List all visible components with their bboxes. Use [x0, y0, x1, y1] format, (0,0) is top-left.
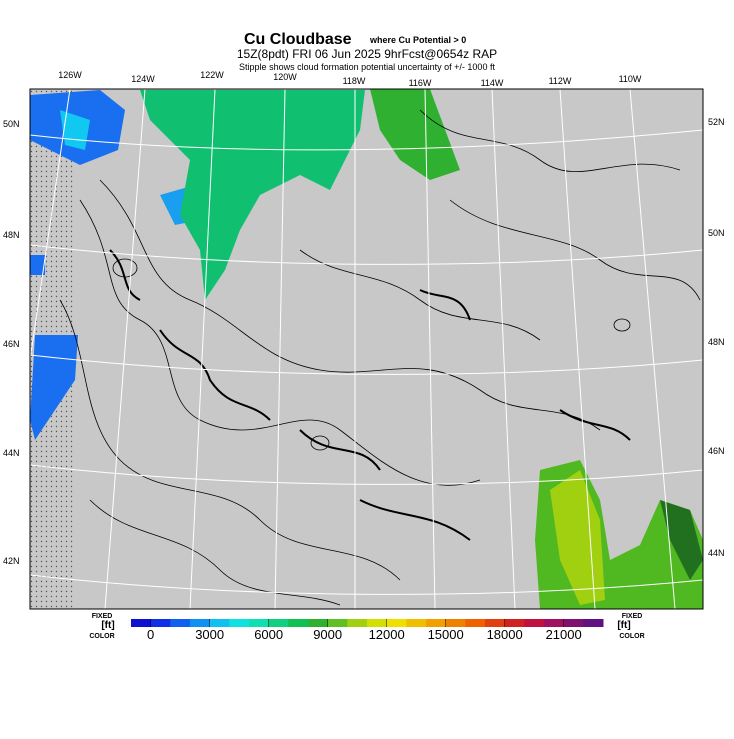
colorbar-swatch — [465, 619, 486, 627]
colorbar-swatch — [485, 619, 506, 627]
colorbar-swatch — [524, 619, 545, 627]
colorbar-tick-label: 21000 — [546, 627, 582, 642]
colorbar-swatch — [406, 619, 427, 627]
colorbar-swatch — [150, 619, 171, 627]
lat-label: 48N — [708, 337, 725, 347]
lat-label: 52N — [708, 117, 725, 127]
colorbar-label: [ft] — [617, 620, 630, 631]
field-dark-green — [660, 500, 703, 580]
lon-label: 118W — [343, 76, 366, 86]
lat-label: 46N — [708, 446, 725, 456]
colorbar-swatch — [268, 619, 289, 627]
colorbar-swatch — [583, 619, 604, 627]
colorbar-swatch — [327, 619, 348, 627]
map — [29, 88, 704, 610]
colorbar-swatch — [190, 619, 211, 627]
colorbar-label: FIXED — [622, 613, 643, 620]
colorbar-swatch — [288, 619, 309, 627]
lon-label: 110W — [619, 74, 642, 84]
colorbar-swatch — [308, 619, 329, 627]
colorbar-swatch — [229, 619, 250, 627]
lon-label: 124W — [131, 74, 155, 84]
colorbar-label: [ft] — [101, 620, 114, 631]
colorbar-swatch — [367, 619, 388, 627]
colorbar-swatch — [249, 619, 270, 627]
colorbar-tick-label: 0 — [147, 627, 154, 642]
lon-label: 126W — [58, 70, 82, 80]
title: Cu Cloudbase — [244, 31, 352, 48]
colorbar-tick-label: 3000 — [195, 627, 224, 642]
lat-label: 42N — [3, 556, 20, 566]
colorbar-tick-label: 6000 — [254, 627, 283, 642]
colorbar-swatch — [170, 619, 191, 627]
colorbar-swatch — [209, 619, 230, 627]
lon-label: 114W — [481, 78, 504, 88]
colorbar-swatch — [386, 619, 407, 627]
field-blue — [30, 255, 78, 440]
title-note: where Cu Potential > 0 — [369, 35, 466, 45]
lon-label: 120W — [273, 72, 297, 82]
colorbar-label: FIXED — [92, 613, 113, 620]
lon-label: 112W — [549, 76, 572, 86]
colorbar-swatch — [347, 619, 368, 627]
colorbar-tick-label: 15000 — [428, 627, 464, 642]
colorbar-swatch — [131, 619, 152, 627]
colorbar-tick-label: 18000 — [487, 627, 523, 642]
colorbar-swatch — [426, 619, 447, 627]
lat-label: 50N — [708, 228, 725, 238]
subtitle: 15Z(8pdt) FRI 06 Jun 2025 9hrFcst@0654z … — [237, 47, 497, 61]
colorbar-label: COLOR — [619, 633, 644, 640]
lat-label: 44N — [708, 548, 725, 558]
lon-label: 116W — [409, 78, 432, 88]
colorbar-label: COLOR — [89, 633, 114, 640]
lon-label: 122W — [200, 70, 224, 80]
field-green — [370, 89, 460, 180]
field-green — [140, 90, 365, 300]
lat-label: 48N — [3, 230, 20, 240]
colorbar-tick-label: 12000 — [369, 627, 405, 642]
graticule — [29, 88, 704, 610]
contours — [59, 109, 701, 606]
colorbar-swatch — [445, 619, 466, 627]
field-yellow — [550, 470, 605, 605]
colorbar-tick-label: 9000 — [313, 627, 342, 642]
colorbar-swatch — [563, 619, 584, 627]
lat-label: 46N — [3, 339, 20, 349]
note: Stipple shows cloud formation potential … — [239, 62, 495, 72]
lat-label: 44N — [3, 448, 20, 458]
colorbar: FIXED [ft] COLOR FIXED [ft] COLOR 0 3000 6… — [89, 613, 644, 642]
colorbar-swatch — [504, 619, 525, 627]
colorbar-swatch — [544, 619, 565, 627]
lat-label: 50N — [3, 119, 20, 129]
map-frame — [29, 88, 704, 610]
